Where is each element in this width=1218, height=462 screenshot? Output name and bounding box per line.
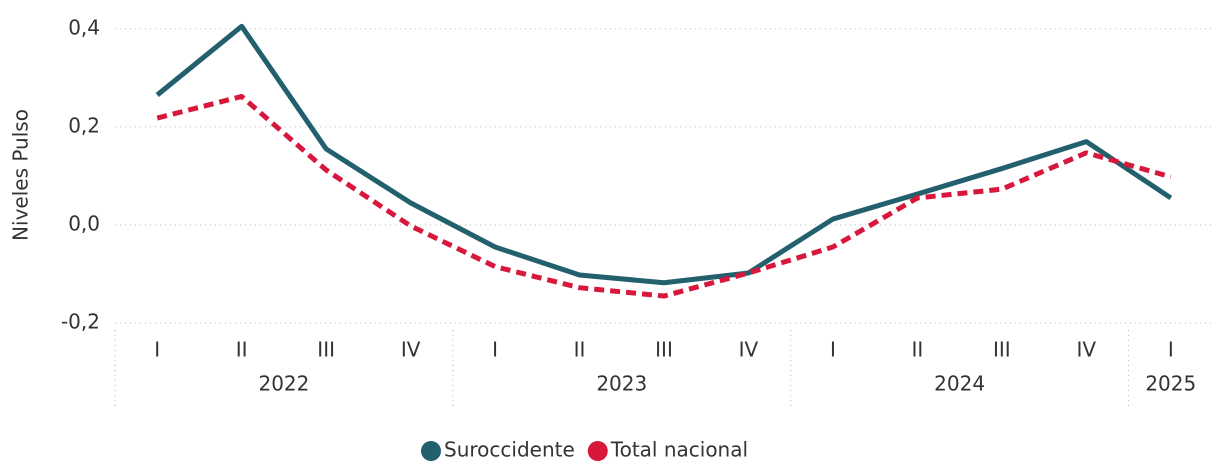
x-tick-label: II [574, 338, 586, 362]
series-line [156, 93, 1172, 299]
legend-marker [587, 441, 608, 461]
y-tick-label: 0,4 [68, 15, 100, 39]
y-axis-title: Niveles Pulso [9, 109, 33, 241]
x-group-label: 2022 [258, 372, 309, 396]
x-tick-label: III [993, 338, 1011, 362]
x-tick-label: I [492, 338, 498, 362]
x-group-label: 2024 [934, 372, 985, 396]
legend-label: Total nacional [610, 438, 748, 462]
y-tick-label: 0,0 [68, 211, 100, 235]
legend-marker [421, 441, 441, 461]
x-tick-label: II [236, 338, 248, 362]
x-group-label: 2023 [596, 372, 647, 396]
y-tick-label: 0,2 [68, 113, 100, 137]
series-line [155, 23, 1173, 286]
x-tick-label: IV [1077, 338, 1097, 362]
x-tick-label: II [911, 338, 923, 362]
x-tick-label: III [317, 338, 335, 362]
y-tick-label: -0,2 [61, 310, 100, 334]
x-tick-label: IV [401, 338, 421, 362]
x-tick-label: I [1168, 338, 1174, 362]
x-tick-label: IV [739, 338, 759, 362]
x-tick-label: I [830, 338, 836, 362]
legend-label: Suroccidente [444, 438, 575, 462]
x-group-label: 2025 [1145, 372, 1196, 396]
x-tick-label: III [655, 338, 673, 362]
x-tick-label: I [154, 338, 160, 362]
